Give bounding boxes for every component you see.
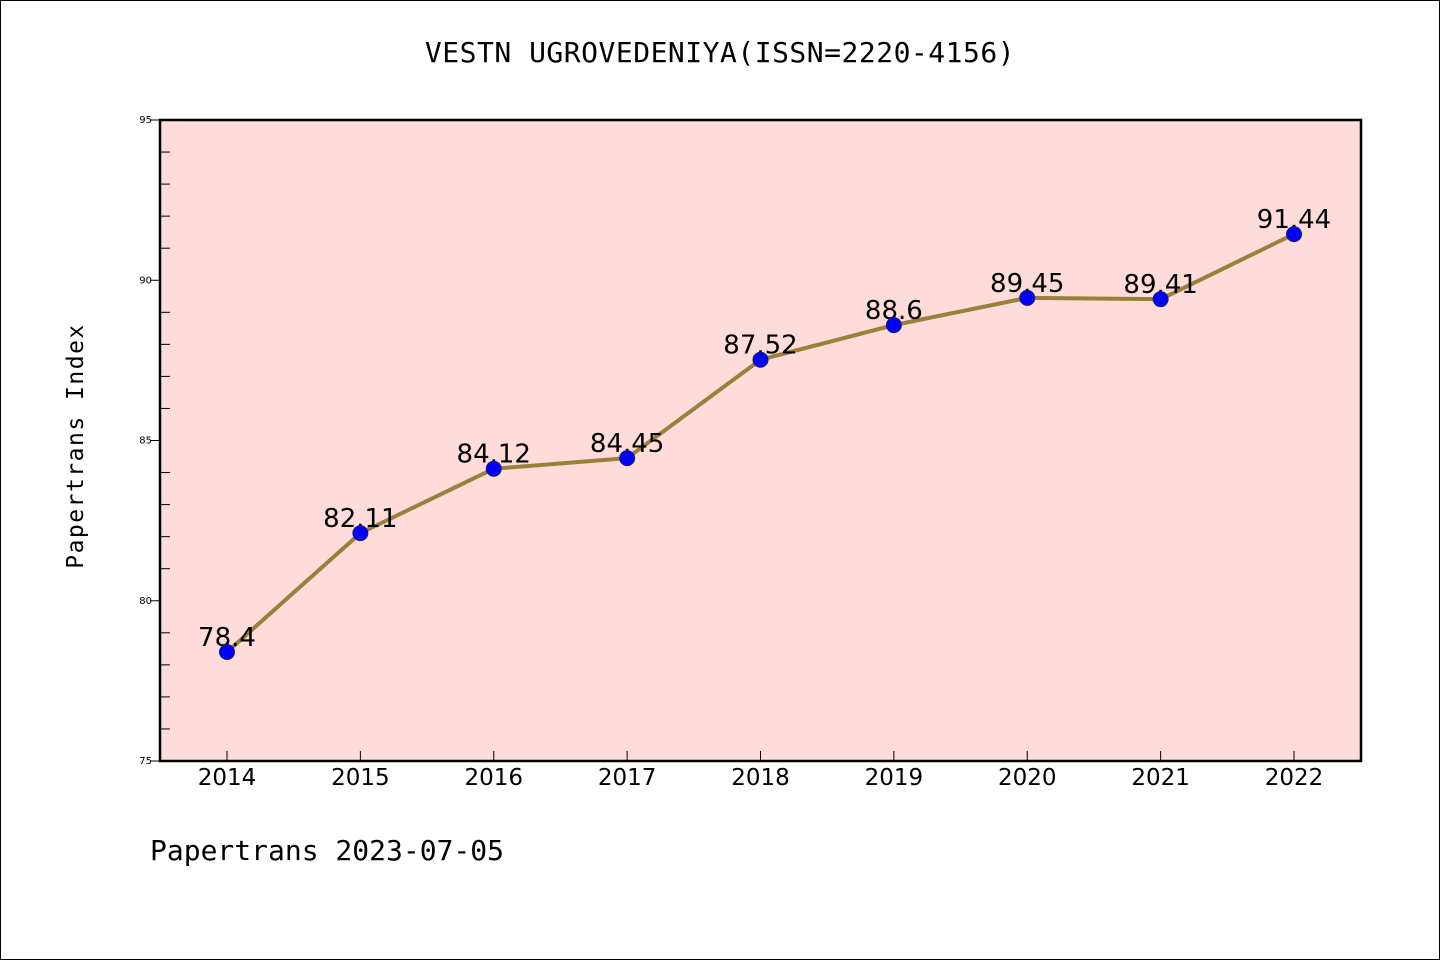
data-point [1152, 291, 1169, 308]
data-point [219, 644, 235, 661]
x-tick-label: 2017 [598, 765, 657, 791]
x-tick-label: 2021 [1131, 765, 1190, 791]
y-tick-label: 75 [139, 756, 152, 767]
y-tick-label: 95 [139, 115, 152, 126]
data-point [352, 525, 369, 542]
x-tick-label: 2022 [1265, 765, 1324, 791]
data-point [485, 460, 502, 477]
y-axis-ticks: 75 80 85 90 95 [139, 115, 170, 767]
data-point [619, 450, 636, 467]
x-tick-label: 2020 [998, 765, 1057, 791]
data-point [1019, 289, 1036, 306]
y-tick-label: 80 [139, 596, 152, 607]
y-tick-label: 90 [139, 275, 152, 286]
data-point [752, 351, 769, 368]
x-tick-label: 2014 [198, 765, 257, 791]
plot-area [158, 118, 1363, 763]
x-tick-label: 2018 [731, 765, 790, 791]
x-tick-label: 2019 [865, 765, 924, 791]
x-tick-label: 2015 [331, 765, 390, 791]
y-tick-label: 85 [139, 436, 152, 447]
data-point [1286, 226, 1302, 243]
chart-title: VESTN UGROVEDENIYA(ISSN=2220-4156) [424, 36, 1016, 69]
data-point [885, 317, 902, 334]
x-tick-label: 2016 [464, 765, 523, 791]
x-axis-ticks: 2014 2015 2016 2017 2018 2019 2020 2021 2022 [198, 751, 1324, 791]
footer-date-text: Papertrans 2023-07-05 [150, 834, 505, 867]
